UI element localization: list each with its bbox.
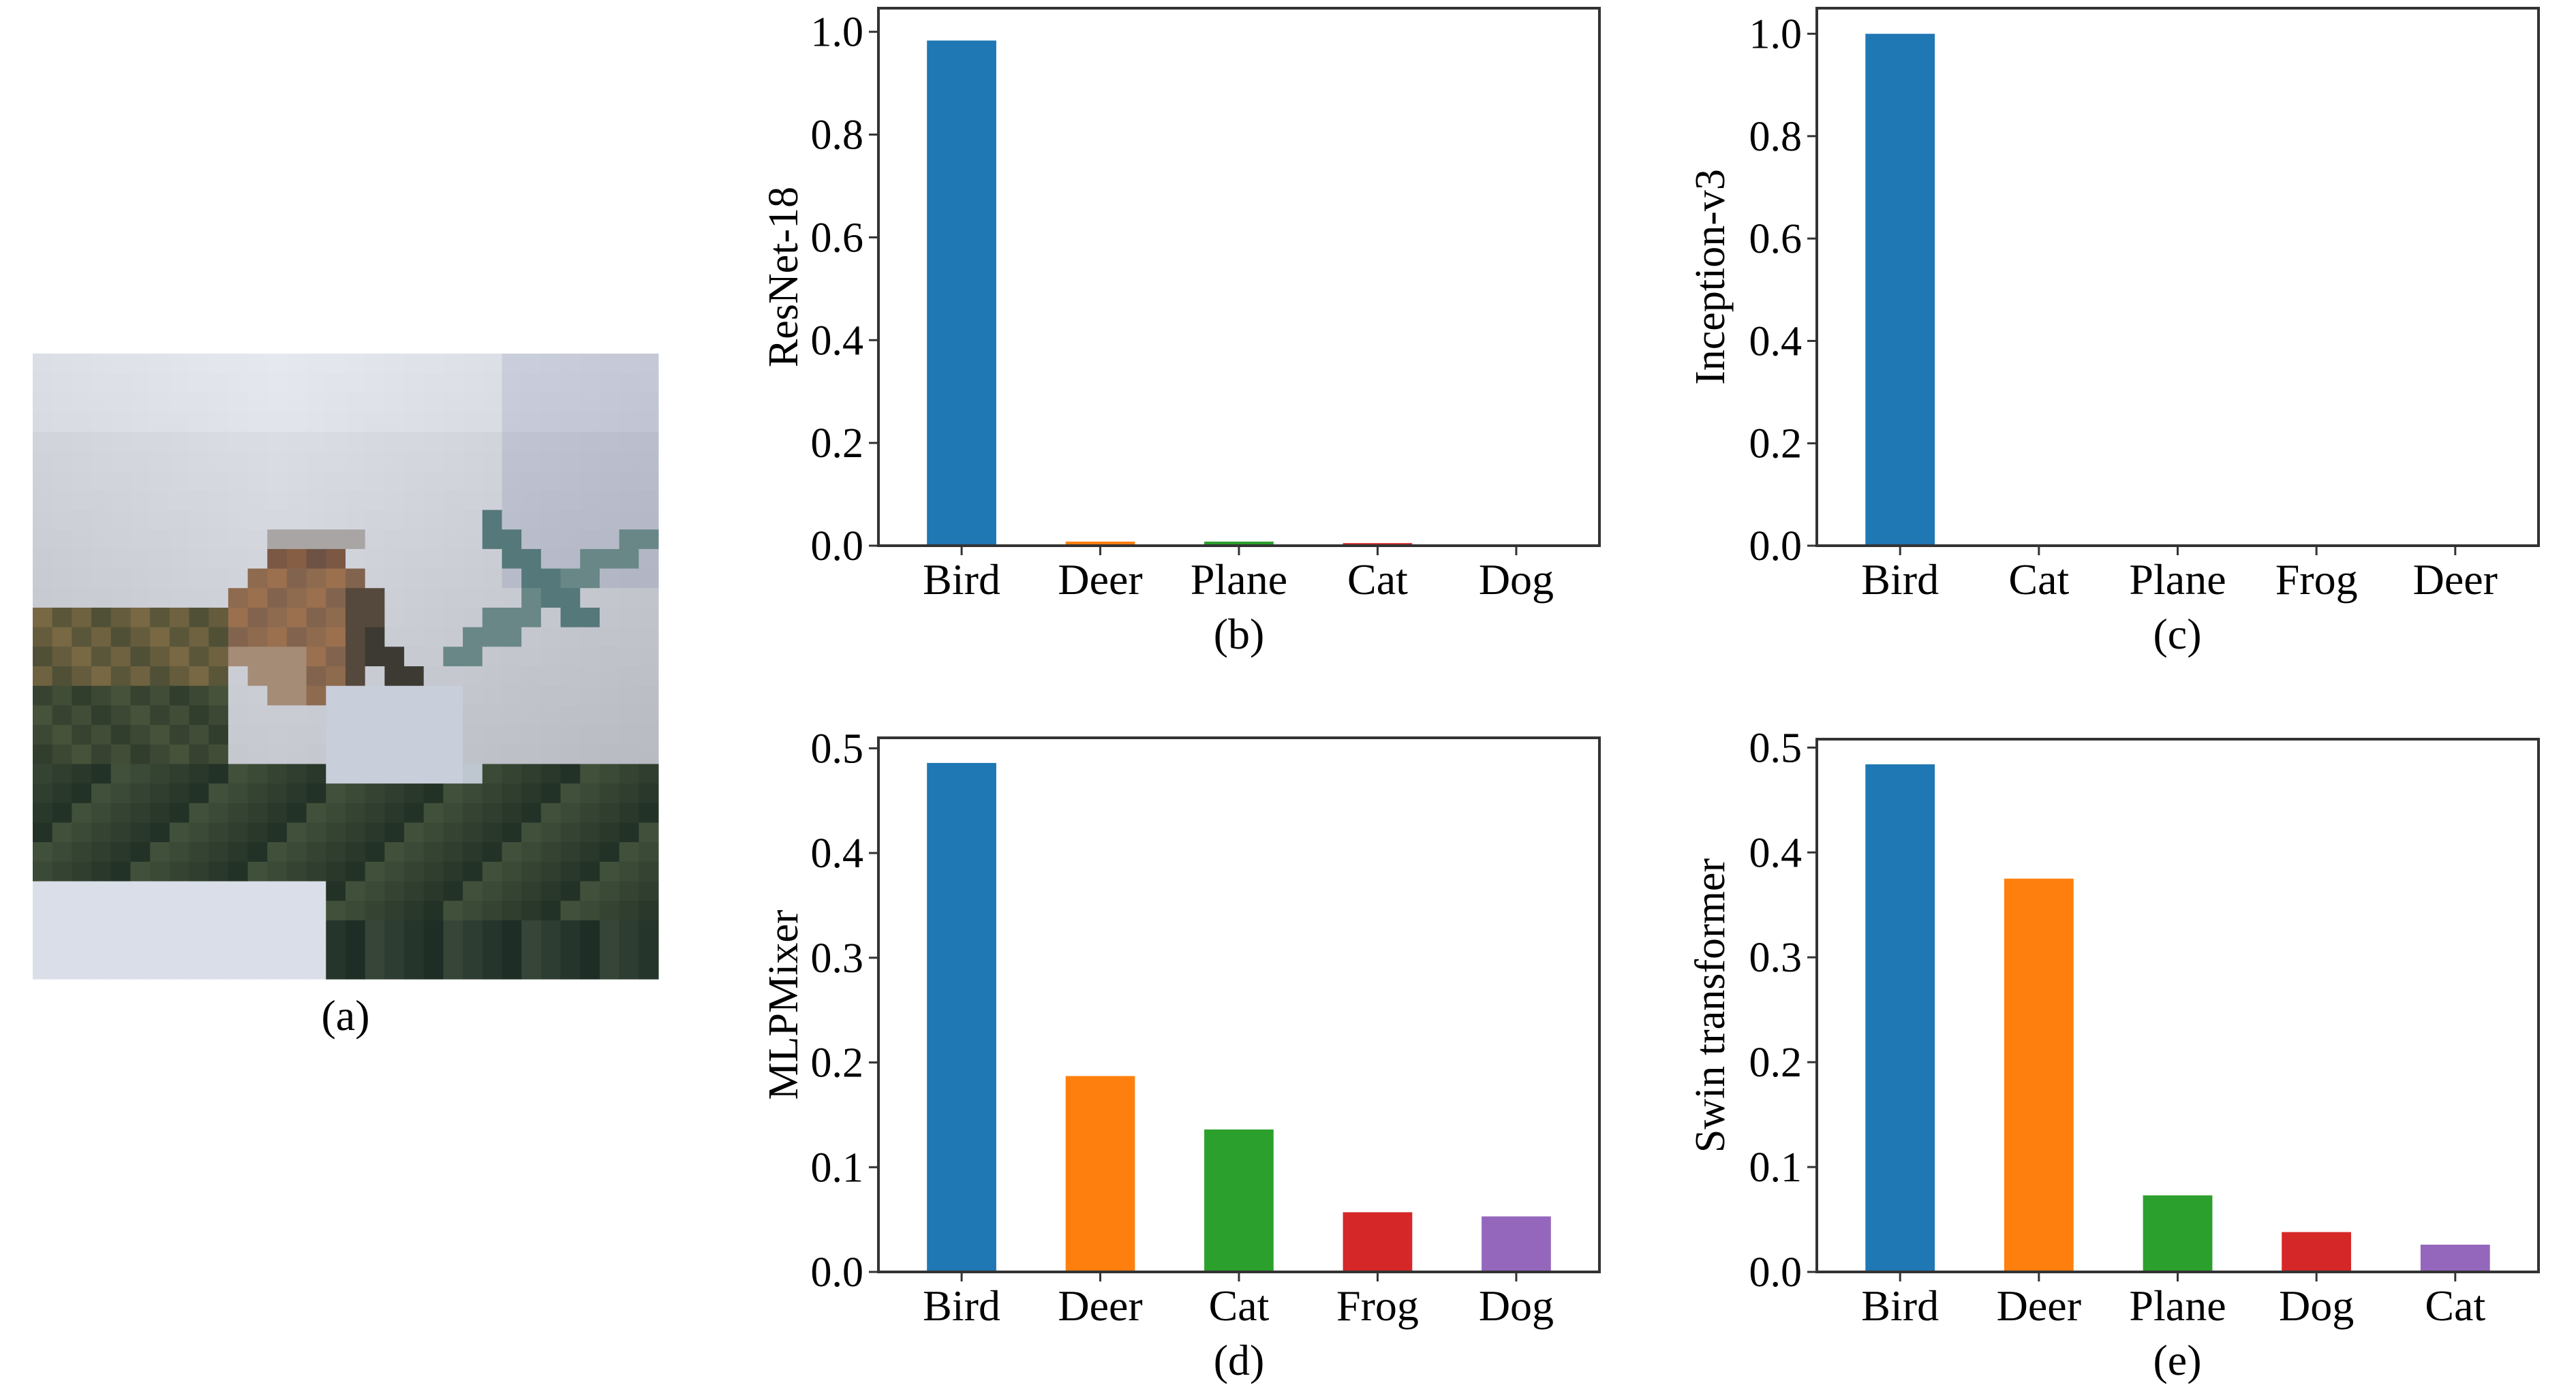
bar-frog <box>1343 1212 1413 1272</box>
y-tick-label: 0.4 <box>1749 318 1803 364</box>
bar-plane <box>2143 1195 2213 1272</box>
bar-plane <box>1204 542 1274 546</box>
y-axis-label: ResNet-18 <box>761 187 807 367</box>
panel-caption: (e) <box>2153 1336 2201 1384</box>
x-tick-label: Bird <box>1861 555 1939 604</box>
bar-bird <box>1865 33 1935 546</box>
panel-caption: (d) <box>1214 1336 1265 1384</box>
y-tick-label: 0.3 <box>811 935 864 982</box>
y-tick-label: 1.0 <box>1749 12 1803 58</box>
y-axis-label: Inception-v3 <box>1687 169 1734 385</box>
x-tick-label: Deer <box>2413 555 2498 604</box>
x-tick-label: Plane <box>1191 555 1287 604</box>
x-tick-label: Dog <box>1479 555 1554 604</box>
x-tick-label: Plane <box>2129 555 2226 604</box>
x-tick-label: Bird <box>923 1281 1000 1330</box>
x-tick-label: Cat <box>1347 555 1408 604</box>
y-tick-label: 0.6 <box>811 215 864 261</box>
panel-caption: (b) <box>1214 610 1265 658</box>
caption-a: (a) <box>321 991 369 1040</box>
panel-caption: (c) <box>2153 610 2201 658</box>
x-tick-label: Deer <box>1997 1281 2081 1330</box>
bar-deer <box>2004 878 2074 1272</box>
bar-bird <box>1865 764 1935 1272</box>
x-tick-label: Frog <box>2275 555 2358 604</box>
y-tick-label: 0.2 <box>1749 1040 1803 1086</box>
x-tick-label: Deer <box>1058 555 1142 604</box>
y-tick-label: 0.6 <box>1749 216 1803 262</box>
y-tick-label: 0.4 <box>1749 830 1803 876</box>
y-tick-label: 0.0 <box>1749 1249 1803 1296</box>
y-tick-label: 0.0 <box>1749 523 1803 570</box>
y-tick-label: 0.5 <box>811 726 864 772</box>
panel-d-chart: 0.0 0.1 0.2 0.3 0.4 0.5 Bird Deer Cat Frog Dog MLPM… <box>761 726 1601 1384</box>
panel-e-chart: 0.0 0.1 0.2 0.3 0.4 0.5 Bird Deer Plane Dog Cat Swi… <box>1687 725 2540 1384</box>
y-axis-label: Swin transformer <box>1687 858 1734 1153</box>
y-tick-label: 0.2 <box>1749 421 1803 467</box>
bar-dog <box>2282 1232 2351 1272</box>
y-tick-label: 0.8 <box>811 112 864 159</box>
bird-image <box>33 354 659 980</box>
y-tick-label: 0.1 <box>811 1145 864 1191</box>
panel-b-chart: 0.0 0.2 0.4 0.6 0.8 1.0 Bird Deer Plane Cat Dog Res… <box>761 7 1601 658</box>
y-tick-label: 0.5 <box>1749 725 1803 771</box>
x-tick-label: Cat <box>2008 555 2069 604</box>
panel-a: (a) <box>33 354 659 1040</box>
bar-deer <box>1065 1076 1135 1272</box>
bar-deer <box>1065 542 1135 546</box>
y-tick-label: 0.0 <box>811 1249 864 1296</box>
bar-cat <box>1204 1129 1274 1272</box>
bar-dog <box>1482 1216 1551 1272</box>
y-tick-label: 0.4 <box>811 830 864 877</box>
y-tick-label: 0.1 <box>1749 1145 1803 1191</box>
x-tick-label: Dog <box>1479 1281 1554 1330</box>
y-tick-label: 0.8 <box>1749 114 1803 160</box>
x-tick-label: Bird <box>1861 1281 1939 1330</box>
x-tick-label: Plane <box>2129 1281 2226 1330</box>
y-axis-label: MLPMixer <box>761 909 807 1100</box>
bar-bird <box>927 762 996 1272</box>
x-tick-label: Deer <box>1058 1281 1142 1330</box>
y-tick-label: 0.2 <box>811 420 864 467</box>
bar-bird <box>927 40 996 546</box>
y-tick-label: 0.2 <box>811 1040 864 1087</box>
x-tick-label: Frog <box>1336 1281 1419 1330</box>
bar-cat <box>2420 1245 2490 1272</box>
x-tick-label: Cat <box>2425 1281 2485 1330</box>
x-tick-label: Cat <box>1209 1281 1270 1330</box>
y-tick-label: 0.0 <box>811 523 864 570</box>
y-tick-label: 1.0 <box>811 10 864 56</box>
x-tick-label: Dog <box>2279 1281 2354 1330</box>
panel-c-chart: 0.0 0.2 0.4 0.6 0.8 1.0 Bird Cat Plane Frog Deer In… <box>1687 7 2540 658</box>
y-tick-label: 0.3 <box>1749 935 1803 981</box>
x-tick-label: Bird <box>923 555 1000 604</box>
y-tick-label: 0.4 <box>811 317 864 364</box>
